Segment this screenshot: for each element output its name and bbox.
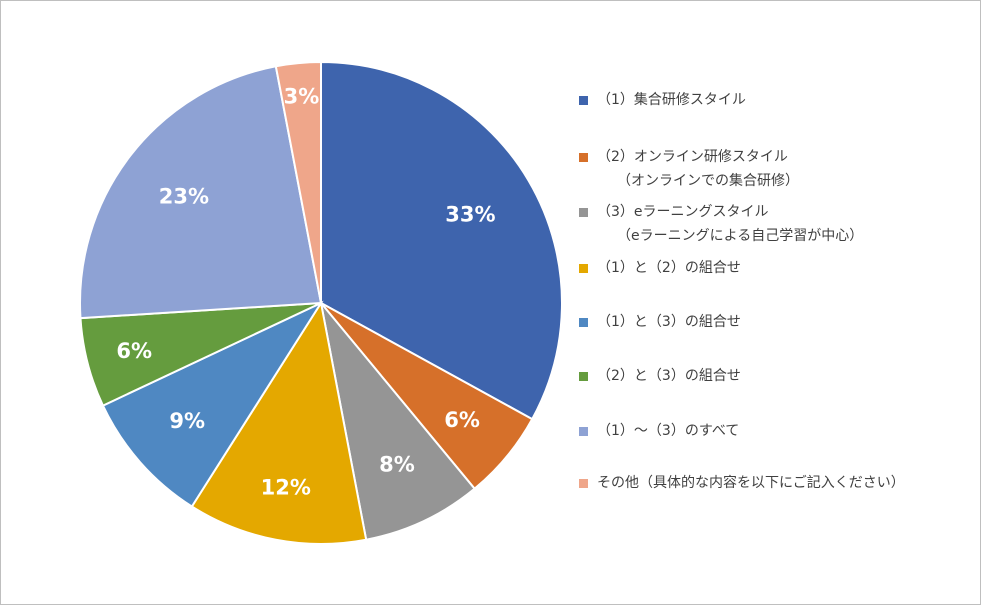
legend-label-1: （1）集合研修スタイル [597, 92, 746, 108]
legend-swatch-7 [579, 427, 588, 436]
legend-label-3-sub: （eラーニングによる自己学習が中心） [617, 228, 864, 244]
slice-label-7: 23% [159, 185, 209, 209]
slice-label-3: 8% [379, 452, 415, 476]
legend-swatch-3 [579, 208, 588, 217]
legend-label-8: その他（具体的な内容を以下にご記入ください） [597, 475, 905, 491]
legend-label-3: （3）eラーニングスタイル [597, 204, 769, 220]
legend-swatch-6 [579, 372, 588, 381]
slice-label-6: 6% [116, 339, 152, 363]
pie-slice-7 [79, 65, 323, 320]
pie-slice-4 [190, 300, 368, 545]
legend-swatch-1 [579, 96, 588, 105]
legend-swatch-2 [579, 153, 588, 162]
legend-label-7: （1）～（3）のすべて [597, 423, 740, 439]
slice-label-5: 9% [169, 409, 205, 433]
pie-slice-8 [274, 60, 322, 304]
legend-label-2-sub: （オンラインでの集合研修） [617, 173, 799, 189]
legend-label-4: （1）と（2）の組合せ [597, 260, 741, 276]
slice-label-4: 12% [261, 476, 311, 500]
pie-slice-1 [320, 60, 563, 421]
legend-swatch-5 [579, 318, 588, 327]
legend-swatch-4 [579, 264, 588, 273]
slice-label-8: 3% [284, 85, 320, 109]
pie-slice-3 [320, 302, 477, 541]
slice-label-1: 33% [445, 203, 495, 227]
pie-slice-5 [101, 300, 324, 508]
legend-label-6: （2）と（3）の組合せ [597, 368, 741, 384]
slice-label-2: 6% [444, 408, 480, 432]
legend-label-5: （1）と（3）の組合せ [597, 314, 741, 330]
legend-swatch-8 [579, 479, 588, 488]
legend-label-2: （2）オンライン研修スタイル [597, 149, 788, 165]
